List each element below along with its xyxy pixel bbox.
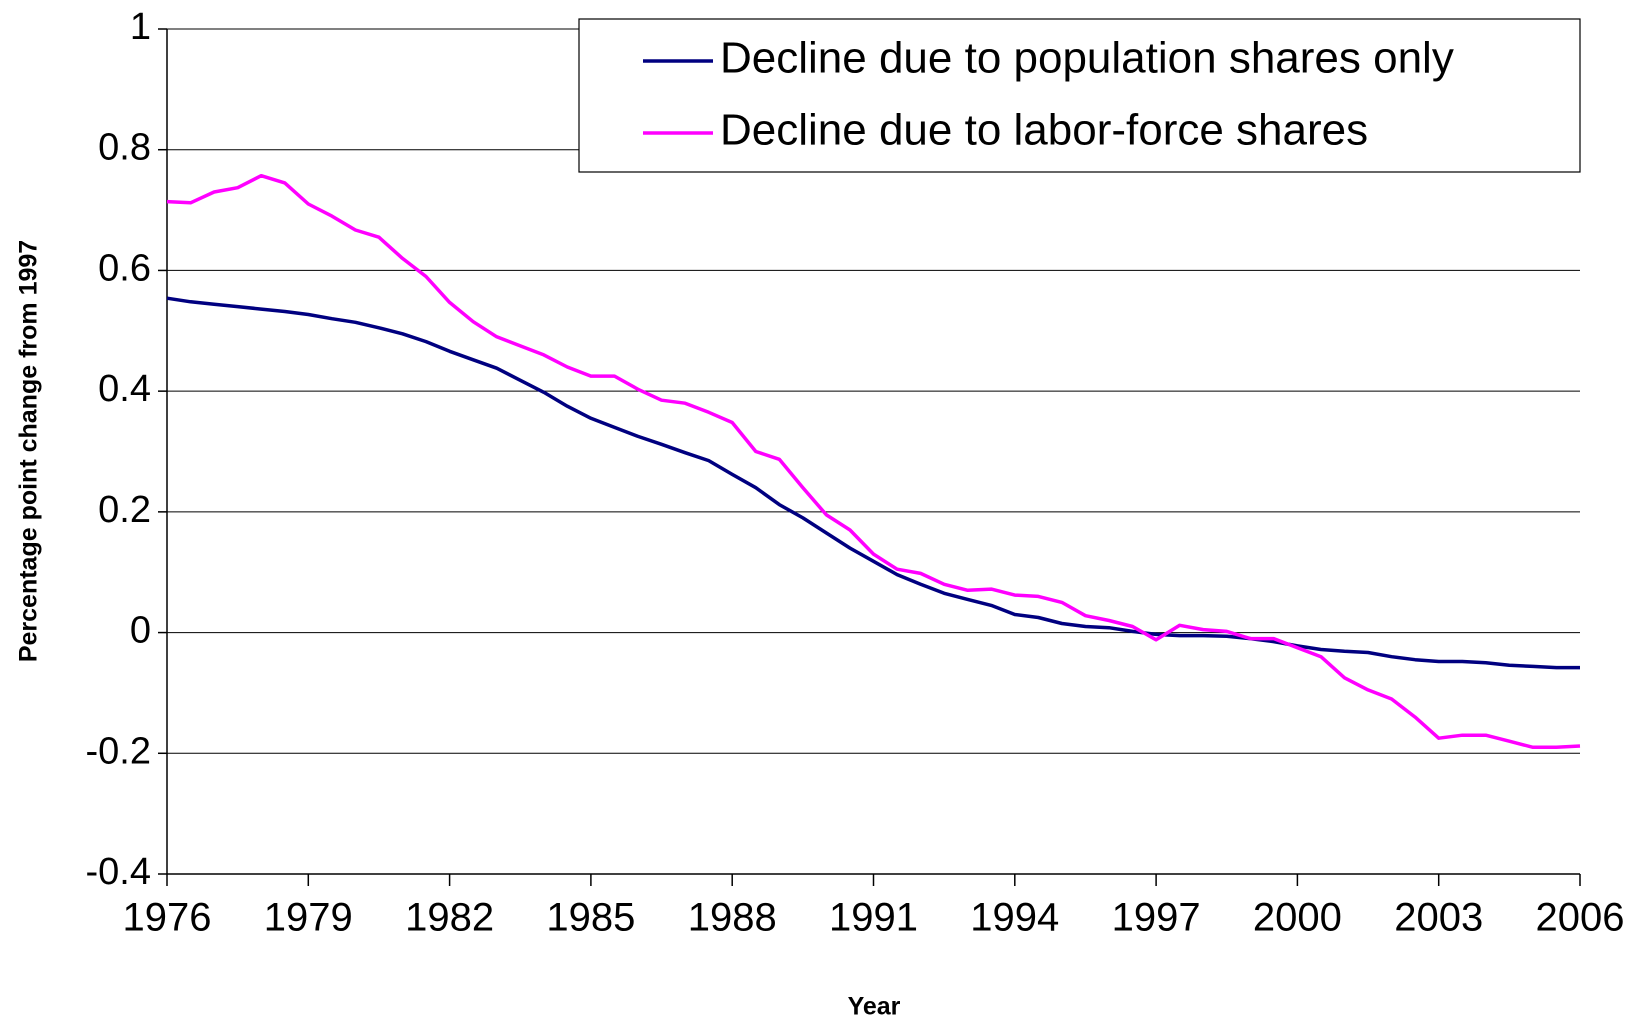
x-tick-label: 1991: [829, 896, 918, 940]
legend-label: Decline due to population shares only: [720, 34, 1454, 83]
y-tick-label: 0.8: [98, 127, 151, 169]
series-line: [166, 296, 1580, 670]
x-tick-label: 1988: [688, 896, 777, 940]
y-tick-label: 0.6: [98, 247, 151, 289]
x-tick-label: 1979: [264, 896, 353, 940]
x-axis-label: Year: [848, 993, 901, 1021]
x-tick-label: 2003: [1394, 896, 1483, 940]
x-tick-label: 1994: [970, 896, 1059, 940]
series-line: [166, 173, 1581, 750]
x-tick-label: 1985: [546, 896, 635, 940]
legend-box: [578, 18, 1581, 173]
y-tick-label: -0.2: [86, 730, 151, 772]
legend-label: Decline due to labor-force shares: [720, 106, 1368, 155]
y-tick-label: 1: [130, 6, 151, 48]
y-axis-label: Percentage point change from 1997: [15, 240, 43, 662]
y-tick-label: 0.4: [98, 368, 151, 410]
y-tick-label: -0.4: [86, 851, 151, 893]
y-tick-label: 0.2: [98, 489, 151, 531]
x-tick-label: 1982: [405, 896, 494, 940]
x-tick-label: 2000: [1253, 896, 1342, 940]
x-tick-label: 1997: [1112, 896, 1201, 940]
y-tick-label: 0: [130, 610, 151, 652]
x-tick-label: 1976: [123, 896, 212, 940]
x-tick-label: 2006: [1536, 896, 1625, 940]
